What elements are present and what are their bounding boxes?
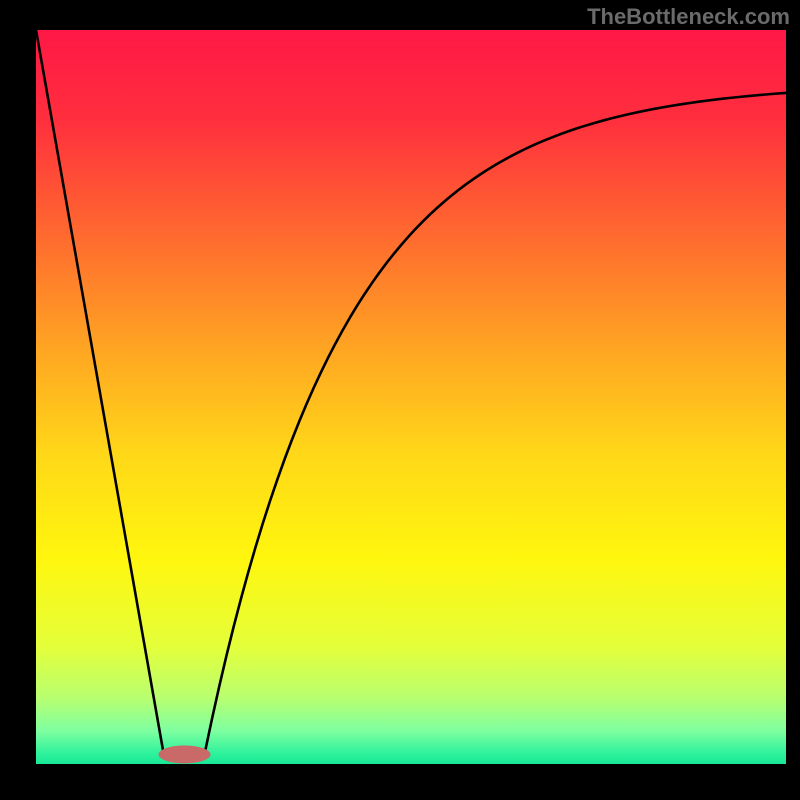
bottleneck-chart-svg xyxy=(0,0,800,800)
chart-container: TheBottleneck.com xyxy=(0,0,800,800)
watermark-text: TheBottleneck.com xyxy=(587,4,790,30)
